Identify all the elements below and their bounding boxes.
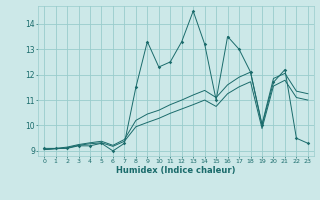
X-axis label: Humidex (Indice chaleur): Humidex (Indice chaleur) <box>116 166 236 175</box>
